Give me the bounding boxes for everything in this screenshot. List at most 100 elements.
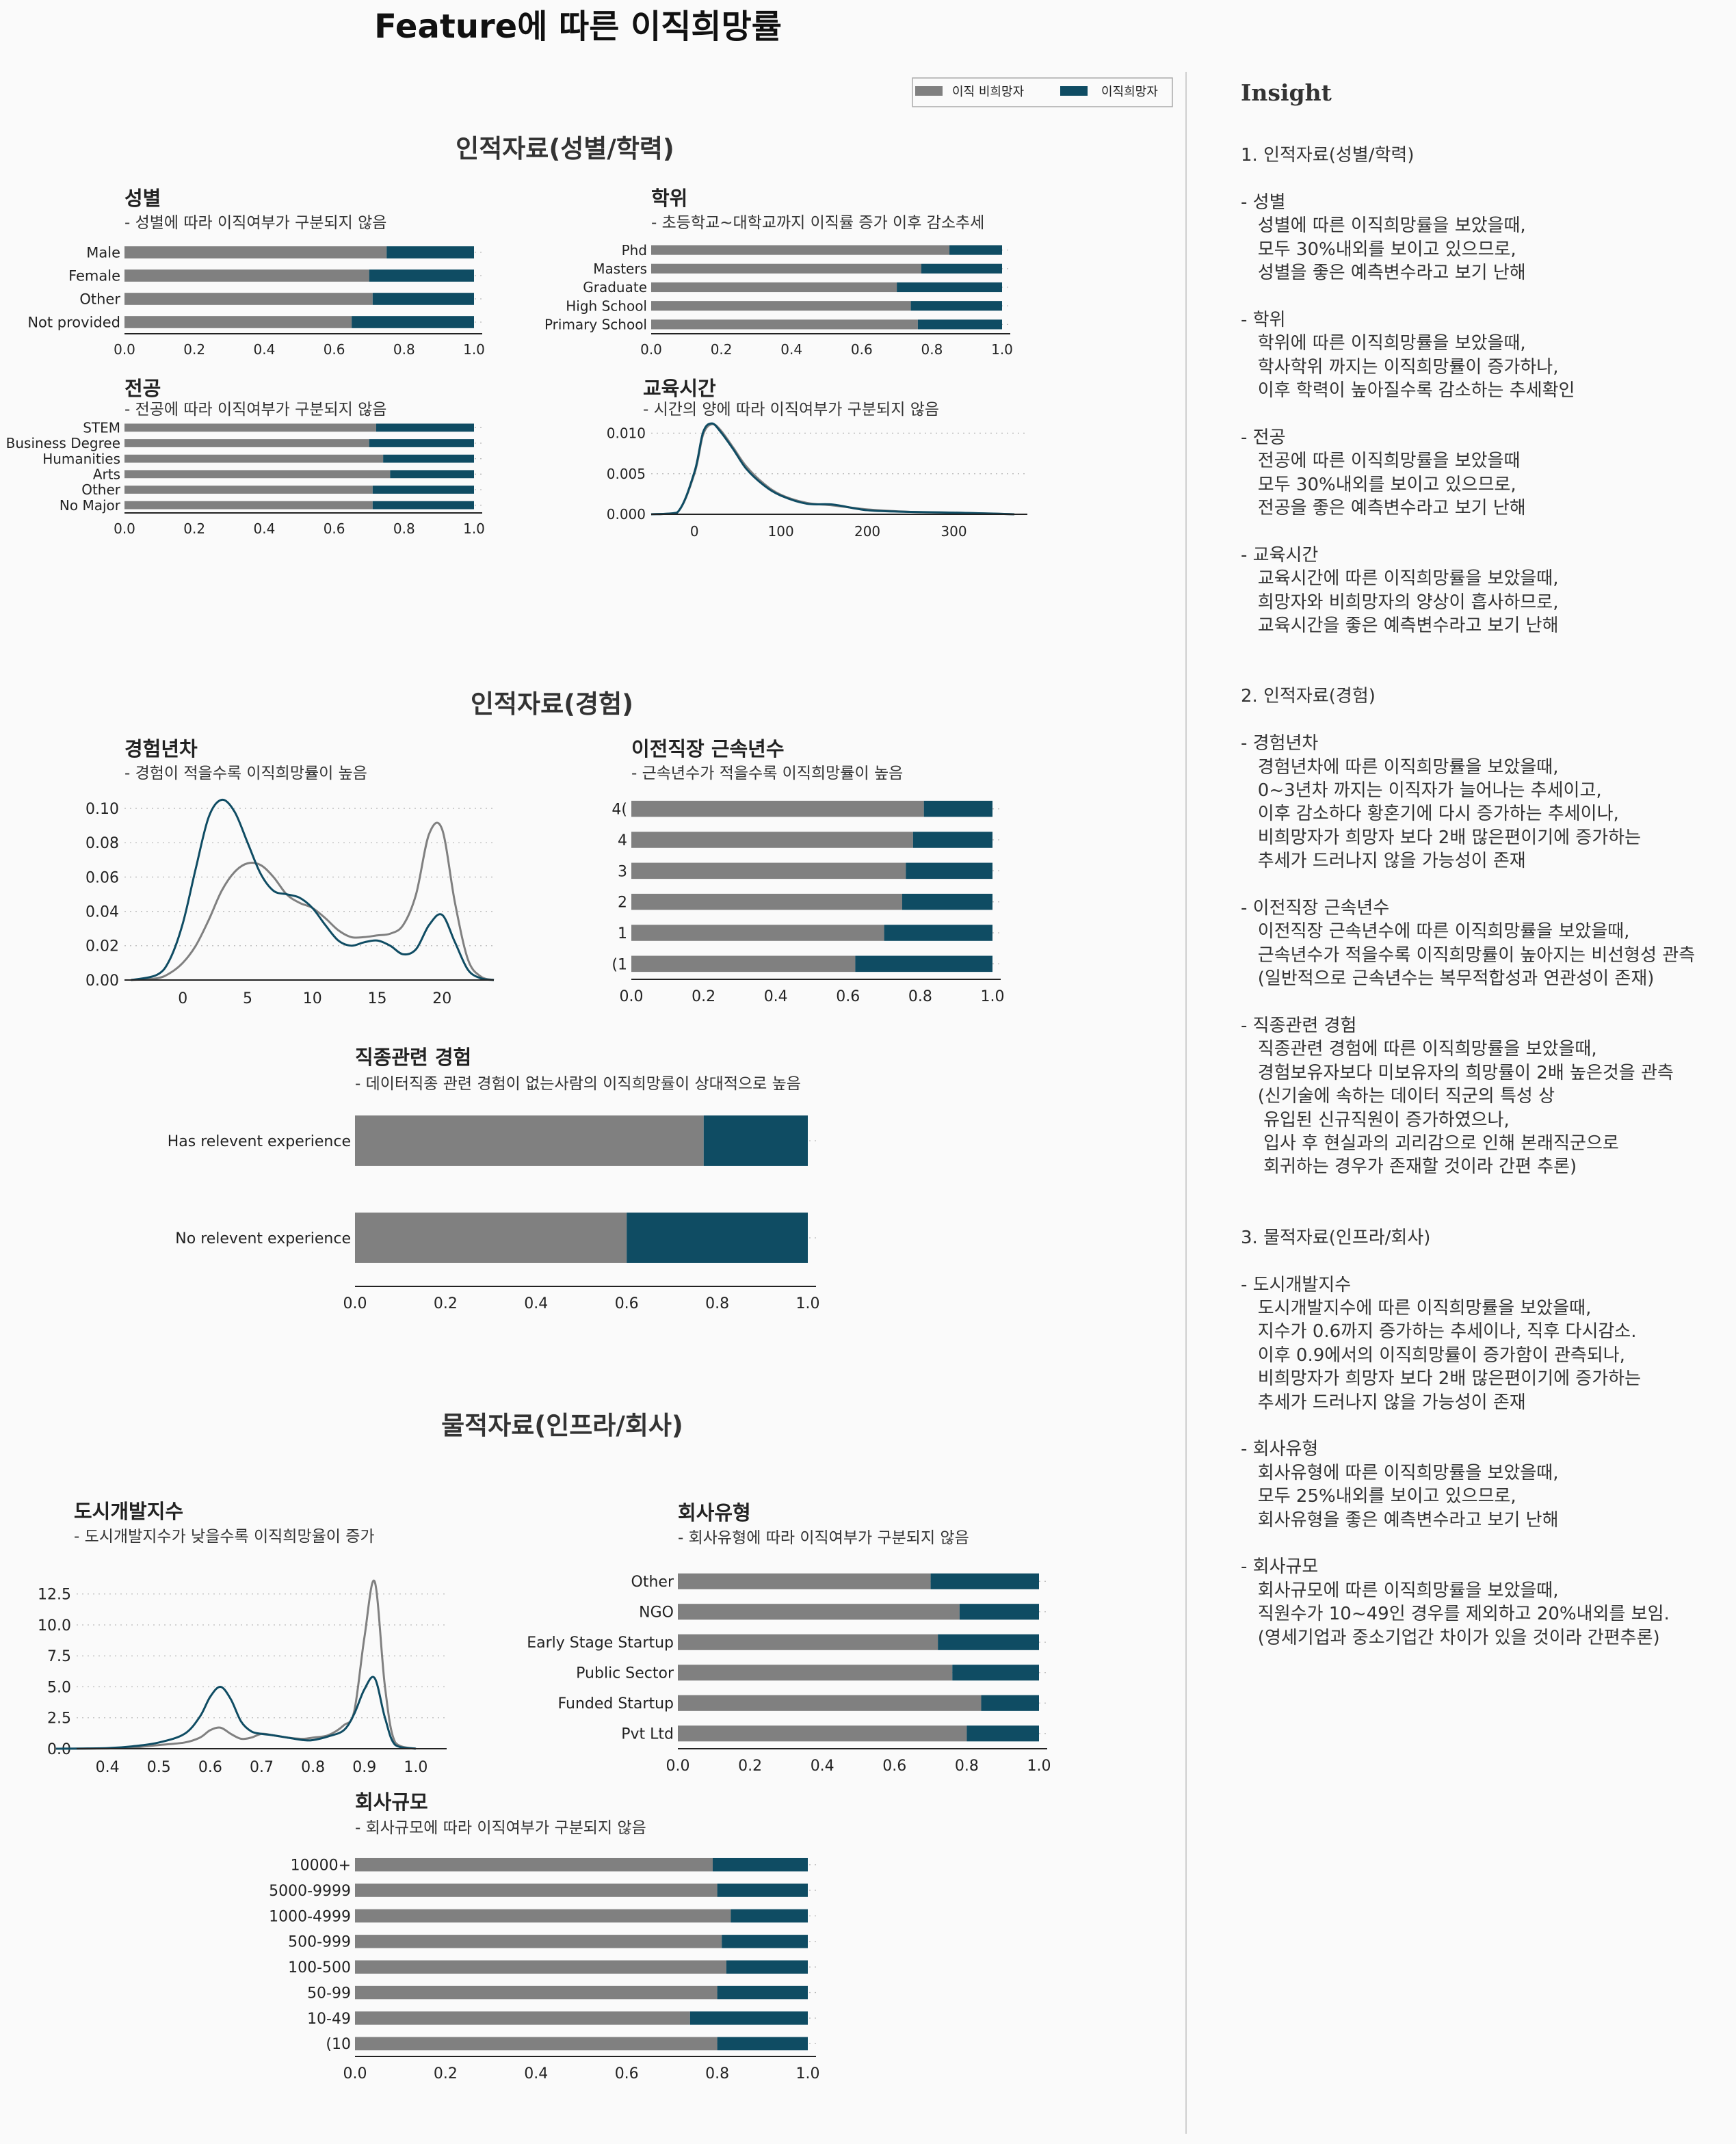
category-label: Public Sector (576, 1665, 674, 1682)
density-line-hope (131, 798, 495, 981)
bar-hope (390, 470, 474, 479)
x-tick-label: 0.8 (908, 988, 932, 1005)
x-tick-label: 0.6 (882, 1758, 906, 1775)
y-tick-label: 12.5 (38, 1587, 71, 1604)
category-label: Pvt Ltd (621, 1726, 674, 1743)
category-label: 100-500 (288, 1959, 351, 1976)
category-label: Funded Startup (558, 1695, 674, 1712)
x-tick-label: 0.4 (96, 1759, 120, 1776)
bar-non-hope (631, 862, 906, 879)
x-tick-label: 20 (432, 990, 451, 1007)
category-label: High School (566, 297, 647, 314)
legend-frame (912, 77, 1173, 107)
bar-non-hope (355, 1213, 627, 1263)
x-tick-label: 1.0 (1027, 1758, 1051, 1775)
category-label: 50-99 (307, 1985, 351, 2002)
chart-subtitle: - 회사유형에 따라 이직여부가 구분되지 않음 (678, 1529, 969, 1547)
x-tick-label: 0.0 (343, 1295, 367, 1312)
x-tick-label: 0.4 (811, 1758, 834, 1775)
x-tick-label: 0 (690, 523, 699, 540)
chart-title: 이전직장 근속년수 (631, 737, 785, 760)
x-tick-label: 1.0 (796, 1295, 820, 1312)
bar-non-hope (124, 293, 373, 305)
chart-training: 교육시간- 시간의 양에 따라 이직여부가 구분되지 않음 0.000 0.005 0… (607, 377, 1027, 540)
x-tick-label: 0.2 (692, 988, 715, 1005)
category-label: Primary School (544, 317, 647, 333)
y-tick-label: 0.02 (86, 938, 119, 955)
bar-non-hope (355, 1909, 731, 1923)
chart-title: 성별 (124, 187, 161, 210)
bar-hope (917, 319, 1002, 330)
bar-hope (949, 245, 1002, 255)
category-label: STEM (83, 420, 120, 436)
category-label: 500-999 (288, 1934, 351, 1951)
bar-hope (383, 454, 474, 463)
bar-non-hope (678, 1634, 938, 1650)
x-tick-label: 1.0 (463, 341, 485, 358)
bar-non-hope (124, 316, 352, 328)
bar-hope (717, 2037, 808, 2051)
x-tick-label: 0.6 (615, 2065, 639, 2082)
bar-hope (938, 1634, 1039, 1650)
category-label: Has relevent experience (168, 1133, 351, 1150)
x-tick-label: 100 (768, 523, 794, 540)
category-label: 10-49 (307, 2011, 351, 2028)
bar-hope (372, 293, 474, 305)
bar-non-hope (651, 263, 922, 274)
y-tick-label: 0.04 (86, 904, 119, 921)
category-label: Other (79, 291, 120, 308)
chart-relevent: 직종관련 경험 - 데이터직종 관련 경험이 없는사람의 이직희망률이 상대적으로… (168, 1046, 820, 1312)
bar-non-hope (355, 1115, 704, 1166)
x-tick-label: 0.0 (343, 2065, 367, 2082)
legend-label-non-hope: 이직 비희망자 (952, 85, 1025, 99)
x-tick-label: 0.6 (324, 341, 345, 358)
x-tick-label: 0.8 (921, 341, 943, 358)
bar-non-hope (631, 925, 884, 941)
category-label: Male (86, 245, 120, 261)
bar-hope (372, 486, 474, 494)
bar-hope (959, 1604, 1039, 1620)
bar-hope (369, 439, 474, 447)
bar-non-hope (355, 1883, 718, 1897)
bar-non-hope (678, 1573, 931, 1589)
x-tick-label: 0.0 (666, 1758, 690, 1775)
legend-swatch-non-hope (915, 86, 943, 96)
category-label: No Major (60, 497, 121, 514)
x-tick-label: 0.2 (711, 341, 733, 358)
bar-hope (855, 955, 992, 972)
category-label: Not provided (27, 315, 120, 331)
bar-non-hope (355, 2011, 690, 2025)
category-label: 4( (611, 802, 627, 819)
x-tick-label: 0.2 (183, 520, 205, 537)
category-label: Graduate (583, 279, 647, 295)
category-label: No relevent experience (175, 1230, 351, 1247)
x-tick-label: 0.6 (198, 1759, 222, 1776)
bar-non-hope (355, 1985, 718, 2000)
category-label: 2 (618, 895, 627, 912)
y-tick-label: 7.5 (47, 1648, 71, 1665)
y-tick-label: 0.000 (607, 506, 646, 522)
x-tick-label: 0.2 (183, 341, 205, 358)
y-tick-label: 5.0 (47, 1679, 71, 1696)
y-tick-label: 2.5 (47, 1710, 71, 1728)
x-tick-label: 0.4 (253, 341, 275, 358)
x-tick-label: 0.8 (955, 1758, 979, 1775)
bar-hope (884, 925, 992, 941)
density-line-non-hope (650, 423, 1015, 516)
bar-hope (902, 893, 992, 910)
section-titles: 인적자료(성별/학력) 인적자료(경험) 물적자료(인프라/회사) (441, 134, 683, 1440)
density-line-non-hope (131, 821, 495, 981)
bar-hope (712, 1857, 808, 1872)
bar-non-hope (678, 1604, 960, 1620)
x-tick-label: 0.8 (301, 1759, 325, 1776)
bar-hope (923, 800, 992, 817)
charts: 성별- 성별에 따라 이직여부가 구분되지 않음MaleFemaleOtherN… (6, 187, 1051, 2082)
bar-non-hope (355, 2037, 718, 2051)
chart-subtitle: - 경험이 적을수록 이직희망률이 높음 (124, 765, 367, 782)
bar-non-hope (124, 246, 387, 259)
bar-hope (930, 1573, 1039, 1589)
bar-non-hope (651, 301, 911, 311)
category-label: NGO (639, 1604, 674, 1622)
x-tick-label: 15 (367, 990, 386, 1007)
bar-non-hope (355, 1960, 726, 1974)
